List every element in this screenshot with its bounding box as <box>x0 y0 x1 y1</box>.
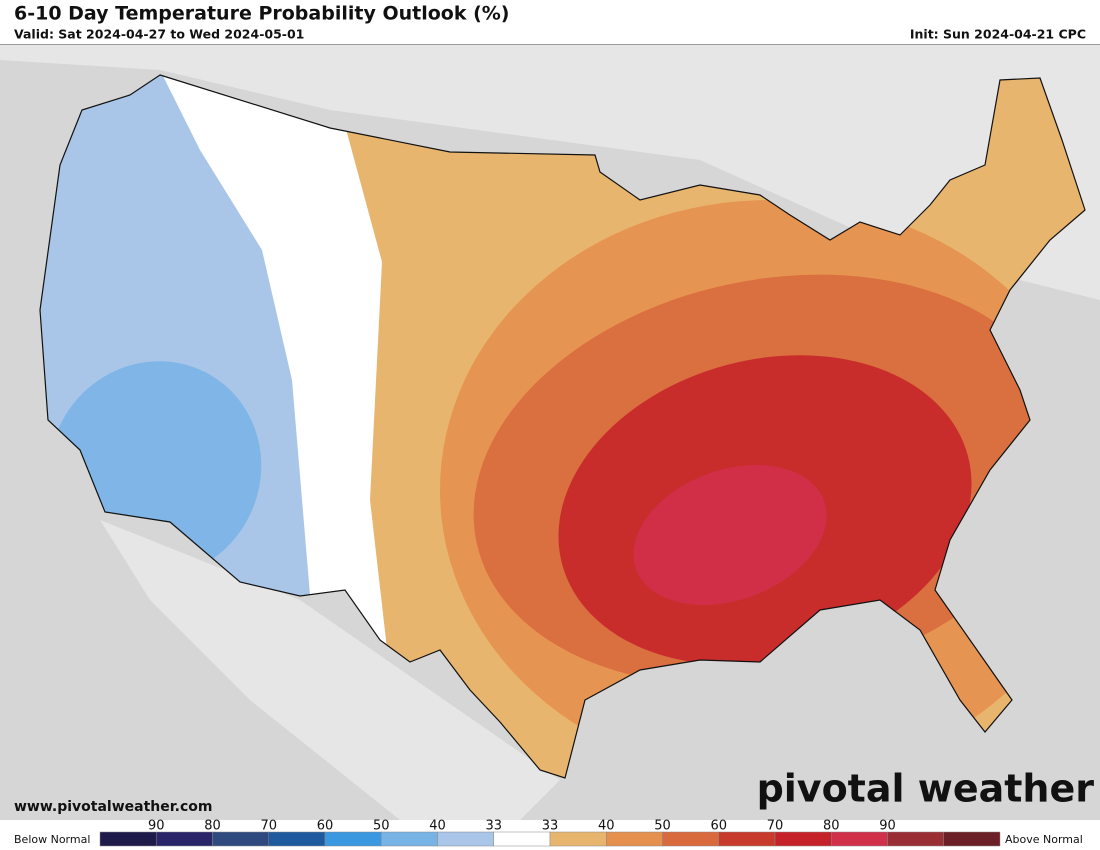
legend-tick-label: 70 <box>260 819 277 834</box>
header-band <box>0 0 1100 45</box>
legend-swatch <box>437 831 494 847</box>
legend-tick-label: 33 <box>542 819 559 834</box>
legend-tick-label: 90 <box>879 819 896 834</box>
init-time: Init: Sun 2024-04-21 CPC <box>910 27 1086 42</box>
us-outline <box>39 74 1086 779</box>
legend-swatch <box>887 831 944 847</box>
valid-time: Valid: Sat 2024-04-27 to Wed 2024-05-01 <box>14 27 304 42</box>
legend-tick-label: 40 <box>429 819 446 834</box>
legend-tick-label: 80 <box>823 819 840 834</box>
legend-tick-label: 40 <box>598 819 615 834</box>
website: www.pivotalweather.com <box>14 799 213 815</box>
legend-swatch <box>268 831 326 847</box>
region-above-70 <box>633 464 827 606</box>
legend-swatch <box>662 831 719 847</box>
title: 6-10 Day Temperature Probability Outlook… <box>14 3 509 25</box>
legend-swatch <box>381 831 438 847</box>
legend-tick-label: 70 <box>767 819 784 834</box>
legend-swatch <box>549 831 607 847</box>
legend-below-label: Below Normal <box>14 833 90 846</box>
legend-swatch <box>99 831 157 847</box>
legend-swatch <box>156 831 213 847</box>
legend-tick-label: 60 <box>710 819 727 834</box>
legend-swatch <box>774 831 832 847</box>
legend-swatch <box>718 831 776 847</box>
legend-tick-label: 60 <box>317 819 334 834</box>
legend-swatch <box>831 831 888 847</box>
mexico <box>100 520 560 820</box>
legend-tick-label: 33 <box>485 819 502 834</box>
legend-tick-label: 90 <box>148 819 165 834</box>
legend-tick-label: 80 <box>204 819 221 834</box>
legend-swatch <box>493 831 551 847</box>
legend-tick-label: 50 <box>654 819 671 834</box>
legend-above-label: Above Normal <box>1005 833 1083 846</box>
logo: pivotal weather <box>757 767 1095 811</box>
legend-swatch <box>606 831 663 847</box>
legend-swatch <box>212 831 269 847</box>
canada <box>0 45 1100 300</box>
legend-swatch <box>324 831 382 847</box>
legend-swatch <box>943 831 1001 847</box>
legend-tick-label: 50 <box>373 819 390 834</box>
